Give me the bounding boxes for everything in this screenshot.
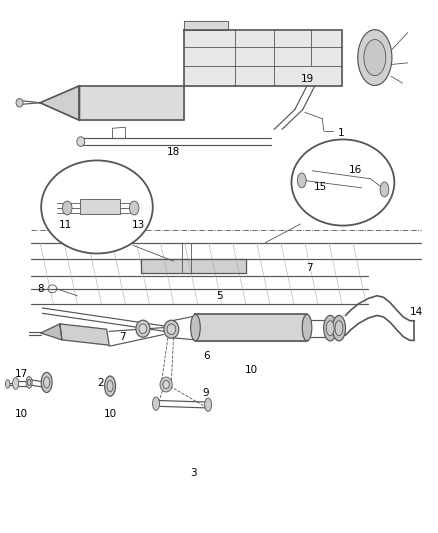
Text: 1: 1	[337, 127, 344, 138]
Text: 19: 19	[300, 74, 313, 84]
Polygon shape	[184, 21, 228, 30]
Ellipse shape	[190, 314, 200, 341]
Text: 9: 9	[202, 388, 208, 398]
Ellipse shape	[12, 377, 18, 389]
Text: 16: 16	[348, 165, 361, 175]
Ellipse shape	[129, 201, 139, 215]
Ellipse shape	[301, 314, 311, 341]
Ellipse shape	[159, 377, 172, 392]
Ellipse shape	[163, 320, 178, 338]
Ellipse shape	[107, 381, 113, 392]
Text: 2: 2	[97, 378, 103, 389]
Bar	[80, 199, 120, 214]
Ellipse shape	[26, 376, 32, 388]
Text: 7: 7	[119, 332, 125, 342]
Text: 18: 18	[166, 147, 180, 157]
Ellipse shape	[323, 316, 336, 341]
Polygon shape	[60, 324, 109, 345]
Ellipse shape	[27, 379, 31, 385]
Text: 10: 10	[103, 409, 117, 419]
Ellipse shape	[162, 381, 169, 389]
Ellipse shape	[43, 377, 49, 388]
Text: 11: 11	[59, 220, 72, 230]
Ellipse shape	[334, 321, 342, 336]
Ellipse shape	[291, 140, 393, 225]
Ellipse shape	[166, 324, 175, 335]
Polygon shape	[195, 314, 306, 341]
Ellipse shape	[357, 30, 391, 85]
Ellipse shape	[332, 316, 345, 341]
Ellipse shape	[325, 321, 333, 336]
Text: 7: 7	[305, 263, 312, 272]
Ellipse shape	[62, 201, 72, 215]
Ellipse shape	[297, 173, 305, 188]
Polygon shape	[141, 259, 245, 273]
Ellipse shape	[204, 398, 211, 411]
Ellipse shape	[152, 397, 159, 410]
Ellipse shape	[77, 137, 85, 147]
Ellipse shape	[379, 182, 388, 197]
Polygon shape	[41, 324, 62, 340]
Ellipse shape	[139, 324, 147, 334]
Ellipse shape	[104, 376, 115, 396]
Ellipse shape	[363, 39, 385, 76]
Text: 10: 10	[244, 365, 257, 375]
Text: 13: 13	[131, 220, 145, 230]
Ellipse shape	[136, 320, 150, 337]
Text: 6: 6	[203, 351, 209, 361]
Text: 3: 3	[190, 468, 196, 478]
Text: 15: 15	[313, 182, 326, 192]
Ellipse shape	[16, 99, 23, 107]
Text: 17: 17	[15, 369, 28, 379]
Polygon shape	[79, 86, 184, 120]
Text: 5: 5	[215, 290, 223, 301]
Text: 10: 10	[15, 409, 28, 419]
Ellipse shape	[41, 160, 152, 254]
Text: 14: 14	[409, 306, 422, 317]
Polygon shape	[40, 86, 79, 120]
Ellipse shape	[6, 379, 10, 388]
Ellipse shape	[41, 372, 52, 392]
Polygon shape	[184, 30, 341, 86]
Text: 8: 8	[37, 284, 43, 294]
